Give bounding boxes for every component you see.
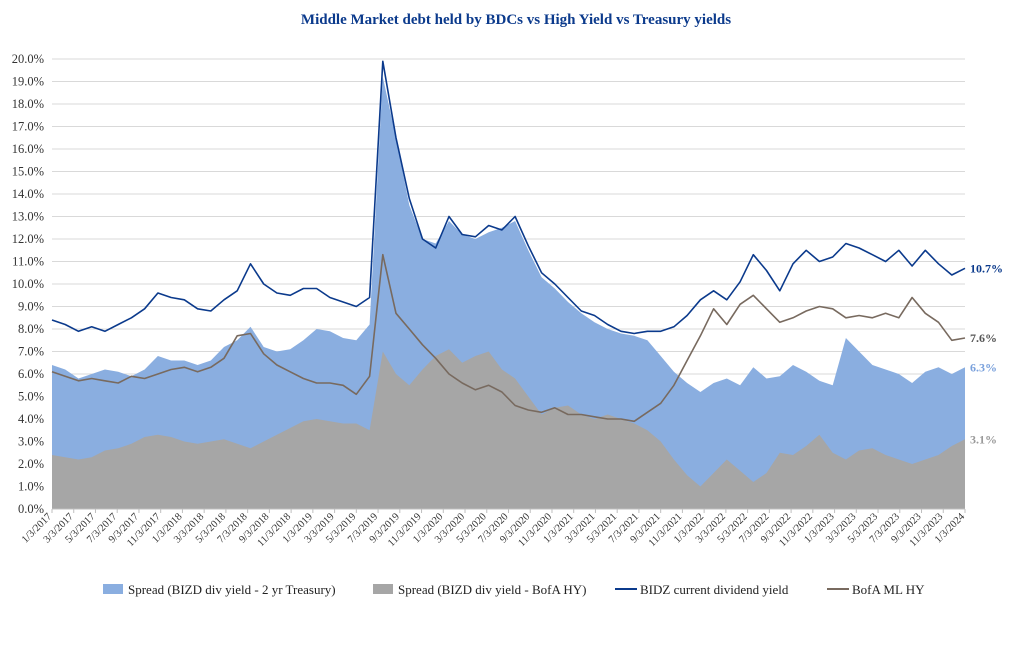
y-tick-label: 3.0% — [18, 435, 44, 449]
y-tick-label: 1.0% — [18, 480, 44, 494]
y-tick-labels: 0.0% 1.0% 2.0% 3.0% 4.0% 5.0% 6.0% 7.0% 8.0% 9.0%… — [12, 52, 44, 516]
line-series-bofa-hy — [51, 253, 966, 423]
y-tick-label: 5.0% — [18, 390, 44, 404]
y-tick-label: 19.0% — [12, 75, 44, 89]
end-label: 3.1% — [970, 432, 997, 446]
y-tick-label: 4.0% — [18, 412, 44, 426]
area-series-group — [52, 77, 965, 509]
legend-swatch — [373, 584, 393, 594]
y-tick-label: 11.0% — [12, 255, 44, 269]
end-label: 10.7% — [970, 261, 1003, 275]
chart-title: Middle Market debt held by BDCs vs High … — [301, 12, 731, 28]
y-tick-label: 18.0% — [12, 97, 44, 111]
y-tick-label: 12.0% — [12, 232, 44, 246]
y-tick-label: 14.0% — [12, 187, 44, 201]
y-tick-label: 0.0% — [18, 502, 44, 516]
legend-item-label: BIDZ current dividend yield — [640, 582, 789, 597]
y-tick-label: 8.0% — [18, 322, 44, 336]
y-tick-label: 2.0% — [18, 457, 44, 471]
y-tick-label: 7.0% — [18, 345, 44, 359]
legend: Spread (BIZD div yield - 2 yr Treasury) S… — [103, 582, 925, 597]
end-label: 7.6% — [970, 331, 997, 345]
y-tick-label: 16.0% — [12, 142, 44, 156]
end-label: 6.3% — [970, 360, 997, 374]
end-labels: 10.7% 7.6% 6.3% 3.1% — [970, 261, 1003, 446]
y-tick-label: 10.0% — [12, 277, 44, 291]
area-series-hy-spread — [52, 349, 965, 509]
line-series-bizd-yield — [51, 60, 966, 335]
legend-item-label: BofA ML HY — [852, 582, 925, 597]
legend-item-label: Spread (BIZD div yield - 2 yr Treasury) — [128, 582, 336, 597]
y-tick-label: 6.0% — [18, 367, 44, 381]
area-series-treasury-spread — [52, 77, 965, 509]
y-tick-label: 15.0% — [12, 165, 44, 179]
line-series-group — [51, 60, 966, 423]
y-tick-label: 9.0% — [18, 300, 44, 314]
axes — [51, 508, 966, 513]
x-tick-labels: 1/3/20173/3/20175/3/20177/3/20179/3/2017… — [20, 511, 968, 549]
y-tick-label: 17.0% — [12, 120, 44, 134]
y-tick-label: 13.0% — [12, 210, 44, 224]
y-tick-label: 20.0% — [12, 52, 44, 66]
legend-item-label: Spread (BIZD div yield - BofA HY) — [398, 582, 586, 597]
legend-swatch — [103, 584, 123, 594]
